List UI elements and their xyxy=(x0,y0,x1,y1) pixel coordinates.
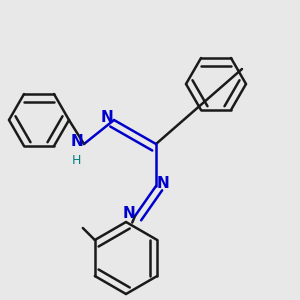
Text: N: N xyxy=(123,206,135,220)
Text: H: H xyxy=(72,154,81,167)
Text: N: N xyxy=(100,110,113,124)
Text: N: N xyxy=(157,176,170,190)
Text: N: N xyxy=(70,134,83,148)
